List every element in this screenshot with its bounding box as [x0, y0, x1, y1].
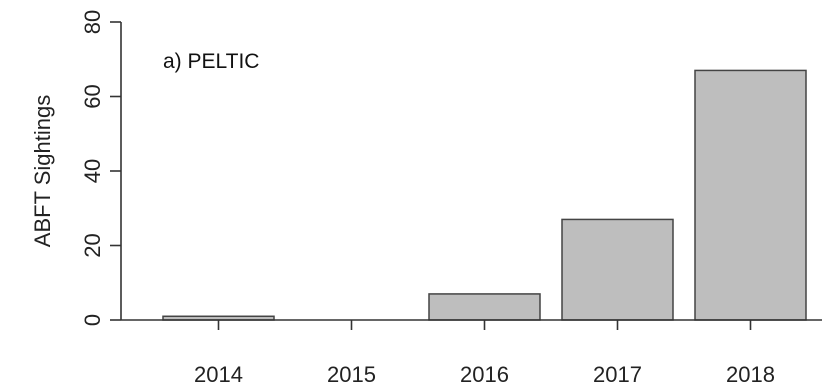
y-tick-label-60: 60 — [80, 84, 105, 108]
x-tick-label-2017: 2017 — [593, 362, 642, 387]
y-tick-label-0: 0 — [80, 314, 105, 326]
bars-layer — [162, 69, 807, 321]
y-axis-title: ABFT Sightings — [30, 95, 55, 247]
bar-2016 — [428, 293, 541, 321]
bar-2017 — [561, 218, 674, 321]
x-tick-label-2014: 2014 — [194, 362, 243, 387]
y-axis: 0 20 40 60 80 — [80, 10, 122, 326]
x-tick-label-2018: 2018 — [726, 362, 775, 387]
y-tick-label-40: 40 — [80, 159, 105, 183]
bar-2018 — [694, 69, 807, 321]
x-axis: 2014 2015 2016 2017 2018 — [121, 319, 822, 387]
y-tick-label-20: 20 — [80, 233, 105, 257]
y-tick-label-80: 80 — [80, 10, 105, 34]
x-tick-label-2015: 2015 — [327, 362, 376, 387]
x-tick-label-2016: 2016 — [460, 362, 509, 387]
panel-label: a) PELTIC — [163, 50, 259, 73]
